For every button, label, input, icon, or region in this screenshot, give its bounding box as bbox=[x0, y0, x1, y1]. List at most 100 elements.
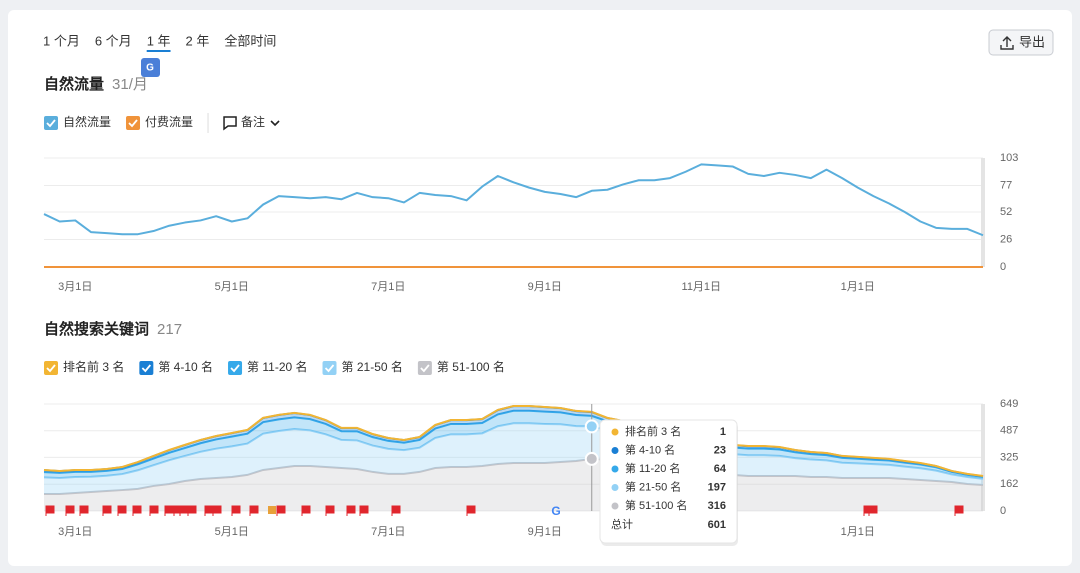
legend-label[interactable]: 第 4-10 名 bbox=[158, 359, 213, 374]
checkmark[interactable] bbox=[141, 364, 152, 373]
svg-text:G: G bbox=[146, 63, 154, 74]
hover-dot bbox=[584, 419, 599, 434]
event-flag bbox=[359, 505, 369, 516]
x-tick-label: 9月1日 bbox=[528, 526, 562, 538]
export-button[interactable]: 导出 bbox=[988, 29, 1054, 56]
google-marker: G bbox=[551, 504, 560, 518]
line-series bbox=[43, 163, 984, 237]
checkmark[interactable] bbox=[46, 364, 56, 373]
area-band bbox=[44, 423, 983, 495]
tooltip-value: 1 bbox=[720, 426, 726, 438]
event-flag bbox=[117, 505, 127, 516]
tooltip-dot bbox=[611, 484, 619, 491]
chart: 自然搜索关键词 217排名前 3 名第 4-10 名第 11-20 名第 21-5… bbox=[43, 320, 1018, 546]
legend-label[interactable]: 自然流量 bbox=[63, 114, 111, 129]
y-tick-label: 26 bbox=[1000, 233, 1012, 245]
range-tab[interactable]: 6 个月 bbox=[95, 33, 132, 48]
note-icon[interactable] bbox=[223, 116, 237, 131]
event-flag bbox=[132, 505, 142, 516]
checkmark[interactable] bbox=[420, 364, 430, 373]
event-flag bbox=[164, 505, 174, 516]
legend-label[interactable]: 第 21-50 名 bbox=[342, 359, 403, 374]
tooltip-dot bbox=[611, 502, 619, 510]
event-flag bbox=[231, 505, 241, 516]
event-flag bbox=[391, 505, 401, 516]
event-flag bbox=[276, 505, 286, 516]
tooltip-label: 排名前 3 名 bbox=[625, 424, 681, 438]
event-flag bbox=[79, 505, 89, 516]
note-label[interactable]: 备注 bbox=[241, 114, 265, 129]
tooltip-dot bbox=[611, 428, 619, 436]
checkbox[interactable] bbox=[417, 361, 432, 375]
x-tick-label: 9月1日 bbox=[528, 281, 562, 293]
hover-dot bbox=[584, 451, 599, 466]
range-tabs: 1 个月 6 个月 1 年 2 年全部时间 bbox=[43, 33, 276, 52]
event-flag bbox=[187, 505, 197, 516]
area-band bbox=[44, 410, 983, 479]
checkbox[interactable] bbox=[228, 361, 243, 375]
export-label[interactable]: 导出 bbox=[1019, 34, 1045, 49]
event-flag bbox=[149, 505, 159, 516]
range-tab[interactable]: 2 年 bbox=[186, 33, 210, 48]
chart-title: 自然流量 bbox=[44, 75, 104, 93]
y-tick-label: 0 bbox=[1000, 505, 1006, 517]
event-flag bbox=[268, 506, 276, 514]
y-tick-label: 77 bbox=[1000, 179, 1012, 191]
legend-label[interactable]: 排名前 3 名 bbox=[63, 359, 124, 374]
tooltip-value: 197 bbox=[708, 481, 726, 493]
tooltip-value: 23 bbox=[714, 444, 726, 456]
event-flag bbox=[466, 505, 476, 516]
event-flag bbox=[102, 505, 112, 516]
checkmark[interactable] bbox=[46, 119, 56, 128]
tooltip bbox=[599, 419, 738, 544]
x-tick-label: 7月1日 bbox=[371, 526, 405, 538]
checkbox[interactable] bbox=[322, 361, 337, 375]
event-flag bbox=[249, 505, 259, 516]
right-edge bbox=[981, 404, 985, 511]
x-tick-label: 3月1日 bbox=[58, 281, 92, 293]
x-tick-label: 5月1日 bbox=[215, 526, 249, 538]
event-flag bbox=[65, 505, 75, 516]
event-flag bbox=[45, 505, 55, 516]
chevron[interactable] bbox=[270, 120, 280, 127]
tooltip-label: 第 11-20 名 bbox=[625, 461, 680, 475]
tooltip-total-label: 总计 bbox=[611, 517, 633, 531]
tooltip-value: 64 bbox=[714, 463, 727, 475]
checkmark[interactable] bbox=[324, 364, 335, 373]
y-tick-label: 649 bbox=[1000, 398, 1018, 410]
tooltip-total: 601 bbox=[708, 519, 726, 531]
checkmark[interactable] bbox=[230, 364, 240, 373]
area-line bbox=[43, 409, 984, 478]
checkbox[interactable] bbox=[44, 116, 58, 130]
x-tick-label: 3月1日 bbox=[58, 526, 92, 538]
checkbox[interactable] bbox=[126, 116, 141, 130]
x-tick-label: 1月1日 bbox=[841, 526, 875, 538]
event-flag bbox=[868, 505, 878, 516]
range-tab[interactable]: 1 年 bbox=[147, 33, 171, 48]
range-tab[interactable]: 1 个月 bbox=[43, 33, 80, 48]
card bbox=[8, 10, 1072, 566]
right-edge bbox=[981, 158, 985, 267]
y-tick-label: 103 bbox=[1000, 152, 1018, 164]
legend-label[interactable]: 付费流量 bbox=[145, 115, 193, 129]
checkbox[interactable] bbox=[44, 361, 58, 375]
y-tick-label: 325 bbox=[1000, 451, 1018, 463]
event-flag bbox=[325, 505, 335, 516]
range-tab[interactable]: 全部时间 bbox=[224, 33, 276, 48]
y-tick-label: 0 bbox=[1000, 261, 1006, 273]
checkbox[interactable] bbox=[139, 361, 154, 375]
tooltip-value: 316 bbox=[708, 500, 726, 512]
legend-label[interactable]: 第 51-100 名 bbox=[437, 359, 505, 374]
translate-icon: G bbox=[141, 58, 160, 77]
x-tick-label: 1月1日 bbox=[841, 281, 875, 293]
legend-label[interactable]: 第 11-20 名 bbox=[247, 359, 307, 374]
x-tick-label: 5月1日 bbox=[215, 281, 249, 293]
checkmark[interactable] bbox=[128, 119, 138, 128]
area-line bbox=[44, 457, 984, 496]
event-flag bbox=[954, 505, 964, 516]
event-flag bbox=[212, 505, 222, 516]
tooltip-dot bbox=[611, 465, 619, 473]
